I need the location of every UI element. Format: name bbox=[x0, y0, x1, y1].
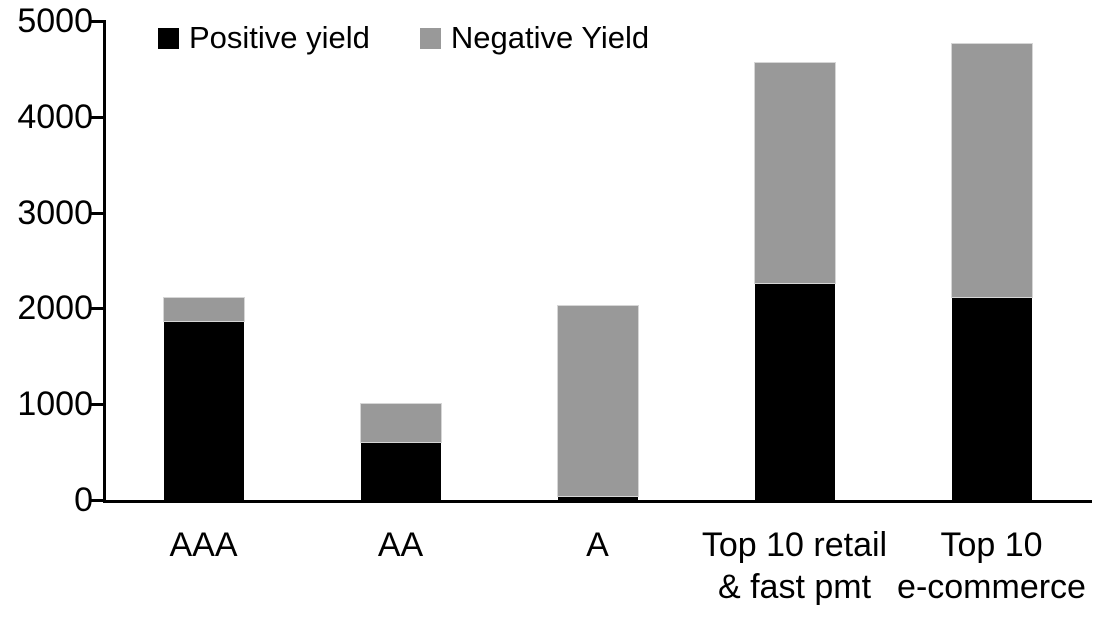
x-category-label: Top 10 e-commerce bbox=[897, 526, 1086, 606]
bar-segment-aaa-negative-yield bbox=[162, 296, 245, 322]
positive-yield-swatch-icon bbox=[158, 27, 179, 49]
bar-segment-top-10-positive-yield bbox=[951, 296, 1032, 500]
bar-segment-a-negative-yield bbox=[556, 304, 639, 498]
y-axis-tick bbox=[91, 307, 104, 311]
x-category-label: AA bbox=[377, 526, 424, 564]
y-tick-label: 3000 bbox=[17, 193, 93, 232]
y-axis-tick bbox=[91, 20, 104, 23]
bar-segment-top-10-retail-negative-yield bbox=[753, 62, 836, 284]
legend-item-positive-yield: Positive yield bbox=[158, 20, 370, 56]
y-axis-line bbox=[103, 20, 106, 503]
y-tick-label: 2000 bbox=[17, 289, 93, 328]
x-category-label: A bbox=[586, 526, 609, 564]
y-tick-label: 0 bbox=[74, 481, 93, 519]
legend-item-negative-yield: Negative Yield bbox=[419, 20, 650, 56]
legend-label-positive-yield: Positive yield bbox=[189, 20, 370, 55]
y-axis-tick bbox=[91, 499, 104, 502]
y-axis-tick bbox=[91, 403, 104, 407]
legend-label-negative-yield: Negative Yield bbox=[450, 20, 650, 55]
x-axis-line bbox=[103, 500, 1092, 503]
negative-yield-swatch-icon bbox=[419, 27, 441, 49]
bar-segment-top-10-retail-positive-yield bbox=[754, 282, 835, 500]
y-tick-label: 5000 bbox=[17, 2, 93, 40]
y-axis-tick bbox=[91, 211, 104, 215]
x-category-label: Top 10 retail & fast pmt bbox=[701, 526, 888, 606]
bar-segment-aaa-positive-yield bbox=[163, 320, 244, 500]
bar-segment-a-positive-yield bbox=[557, 496, 638, 500]
y-tick-label: 4000 bbox=[17, 97, 93, 136]
y-tick-label: 1000 bbox=[17, 385, 93, 424]
bar-segment-top-10-negative-yield bbox=[950, 42, 1033, 298]
bar-segment-aa-positive-yield bbox=[360, 441, 441, 500]
chart-legend: Positive yield Negative Yield bbox=[158, 20, 649, 56]
bar-segment-aa-negative-yield bbox=[359, 403, 442, 443]
y-axis-tick bbox=[91, 115, 104, 119]
x-category-label: AAA bbox=[169, 526, 238, 564]
